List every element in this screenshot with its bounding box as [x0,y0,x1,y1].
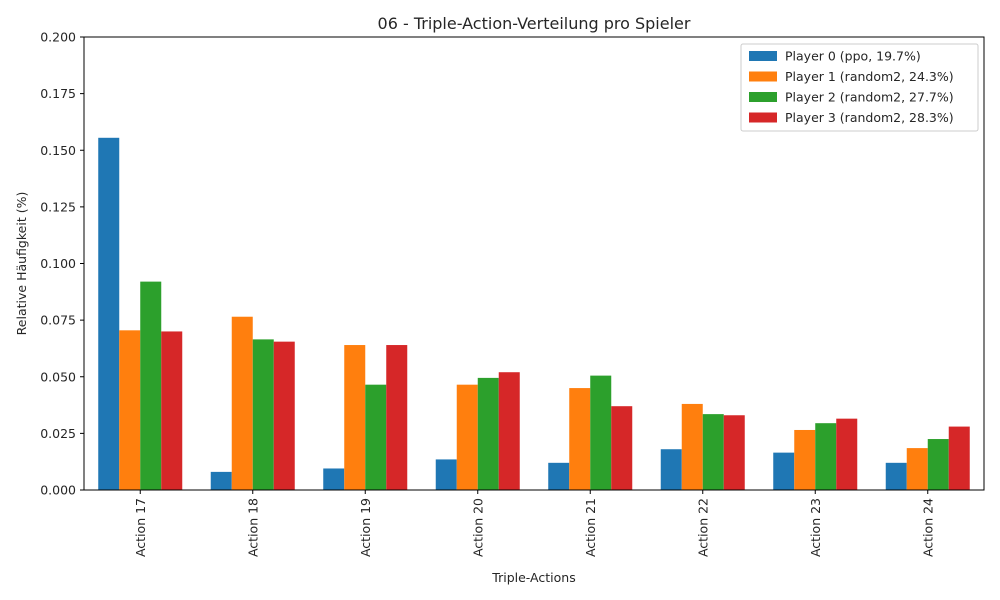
bar-series-3-category-5 [723,415,745,490]
bar-series-3-category-1 [273,341,295,490]
bar-series-0-category-2 [323,468,345,490]
bar-series-0-category-1 [210,471,232,490]
legend-entry-label: Player 0 (ppo, 19.7%) [785,49,921,64]
legend-frame [740,43,979,132]
bar-series-1-category-7 [906,448,928,490]
y-tick-label: 0.025 [40,426,76,441]
legend-entry-label: Player 3 (random2, 28.3%) [785,110,954,125]
x-tick-label: Action 24 [920,498,935,557]
y-tick-label: 0.200 [40,30,76,45]
x-tick-label: Action 19 [358,498,373,557]
y-axis: 0.000 0.025 0.050 0.075 0.100 0.125 0.150 0.175… [40,30,84,498]
y-tick-label: 0.075 [40,313,76,328]
bar-series-1-category-0 [119,330,141,490]
bar-series-0-category-0 [98,137,120,491]
legend-swatch [749,112,777,123]
chart-title: 06 - Triple-Action-Verteilung pro Spiele… [378,14,691,33]
bar-series-2-category-6 [815,423,837,490]
bar-series-0-category-5 [660,449,682,490]
x-axis: Action 17 Action 18 Action 19 Action 20 Acti… [133,490,935,557]
x-tick-label: Action 17 [133,498,148,557]
bar-series-3-category-7 [948,426,970,490]
bar-series-3-category-0 [161,331,183,490]
bar-series-1-category-1 [231,316,253,490]
y-tick-label: 0.050 [40,369,76,384]
y-tick-label: 0.125 [40,199,76,214]
x-tick-label: Action 20 [470,498,485,557]
bar-series-2-category-7 [927,439,949,490]
bar-series-3-category-2 [386,345,408,490]
x-axis-label: Triple-Actions [491,570,575,585]
y-tick-label: 0.100 [40,256,76,271]
bar-series-0-category-7 [885,462,907,490]
bar-series-3-category-3 [498,372,520,490]
x-tick-label: Action 18 [245,498,260,557]
bar-series-1-category-5 [681,403,703,490]
x-tick-label: Action 23 [808,498,823,557]
bar-series-2-category-2 [365,384,387,490]
y-axis-label: Relative Häufigkeit (%) [14,192,29,336]
bar-series-0-category-4 [548,462,570,490]
legend-entry-label: Player 2 (random2, 27.7%) [785,90,954,105]
bar-series-2-category-1 [252,339,274,490]
bar-series-0-category-3 [435,459,457,490]
bar-series-2-category-0 [140,281,162,490]
bar-series-1-category-3 [456,384,478,490]
y-tick-label: 0.000 [40,483,76,498]
bar-series-2-category-5 [702,414,724,490]
bar-series-2-category-3 [477,377,499,490]
bar-series-3-category-4 [611,406,633,490]
legend-swatch [749,92,777,102]
bar-series-2-category-4 [590,375,612,490]
bar-series-1-category-6 [794,429,816,490]
bar-series-1-category-4 [569,388,591,490]
y-tick-label: 0.175 [40,86,76,101]
bars-group [98,137,970,491]
y-tick-label: 0.150 [40,143,76,158]
bar-series-0-category-6 [773,452,795,490]
legend-swatch [749,71,777,82]
x-tick-label: Action 22 [695,498,710,557]
legend-entry-label: Player 1 (random2, 24.3%) [785,69,954,84]
x-tick-label: Action 21 [583,498,598,557]
bar-series-1-category-2 [344,345,366,490]
legend-swatch [749,51,777,61]
legend: Player 0 (ppo, 19.7%) Player 1 (random2, … [740,43,979,132]
bar-series-3-category-6 [836,418,858,490]
plot-frame [83,36,985,491]
